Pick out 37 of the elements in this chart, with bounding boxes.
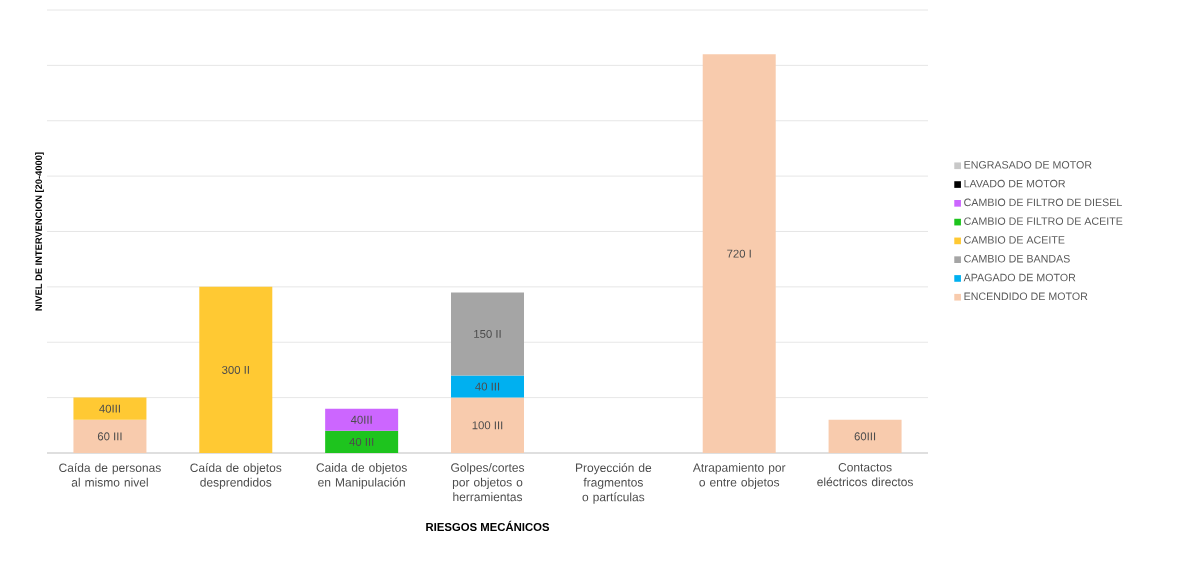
bar <box>702 54 776 453</box>
data-label: 40 III <box>349 437 374 446</box>
bar <box>73 397 147 420</box>
legend-label: CAMBIO DE BANDAS <box>964 254 1070 263</box>
bar <box>451 292 525 376</box>
bar <box>199 286 273 453</box>
y-axis-title: NIVEL DE INTERVENCION [20-4000] <box>35 152 44 311</box>
bar <box>325 430 399 453</box>
x-tick-label: Proyección de fragmentos o partículas <box>575 463 652 504</box>
x-tick-label: Caída de personas al mismo nivel <box>59 463 161 487</box>
x-tick-label: Atrapamiento por o entre objetos <box>692 463 786 489</box>
x-tick-label: Caída de objetos desprendidos <box>190 463 282 490</box>
legend-label: APAGADO DE MOTOR <box>963 273 1076 282</box>
legend-label: ENGRASADO DE MOTOR <box>964 161 1092 169</box>
x-tick-label: Golpes/cortes por objetos o herramientas <box>451 463 525 502</box>
data-label: 100 III <box>472 421 503 430</box>
data-label: 40 III <box>475 382 500 391</box>
bar <box>451 397 525 453</box>
data-label: 60III <box>854 432 876 441</box>
bar <box>325 408 399 431</box>
data-label: 40III <box>350 415 372 424</box>
data-label: 720 I <box>727 249 751 258</box>
x-tick-label: Contactos eléctricos directos <box>817 463 913 487</box>
data-label: 300 II <box>222 365 249 374</box>
legend-label: ENCENDIDO DE MOTOR <box>964 292 1088 301</box>
legend-label: CAMBIO DE FILTRO DE ACEITE <box>964 217 1123 225</box>
data-label: 60 III <box>97 432 122 441</box>
data-label: 150 II <box>474 329 501 338</box>
bar <box>73 419 147 453</box>
x-tick-label: Caida de objetos en Manipulación <box>316 463 407 489</box>
x-axis-title: RIESGOS MECÁNICOS <box>426 520 550 531</box>
legend-label: CAMBIO DE ACEITE <box>964 236 1065 244</box>
legend-label: CAMBIO DE FILTRO DE DIESEL <box>964 198 1122 207</box>
bar <box>828 419 902 453</box>
data-label: 40III <box>99 404 120 413</box>
bar <box>451 375 525 398</box>
legend-label: LAVADO DE MOTOR <box>964 179 1066 188</box>
